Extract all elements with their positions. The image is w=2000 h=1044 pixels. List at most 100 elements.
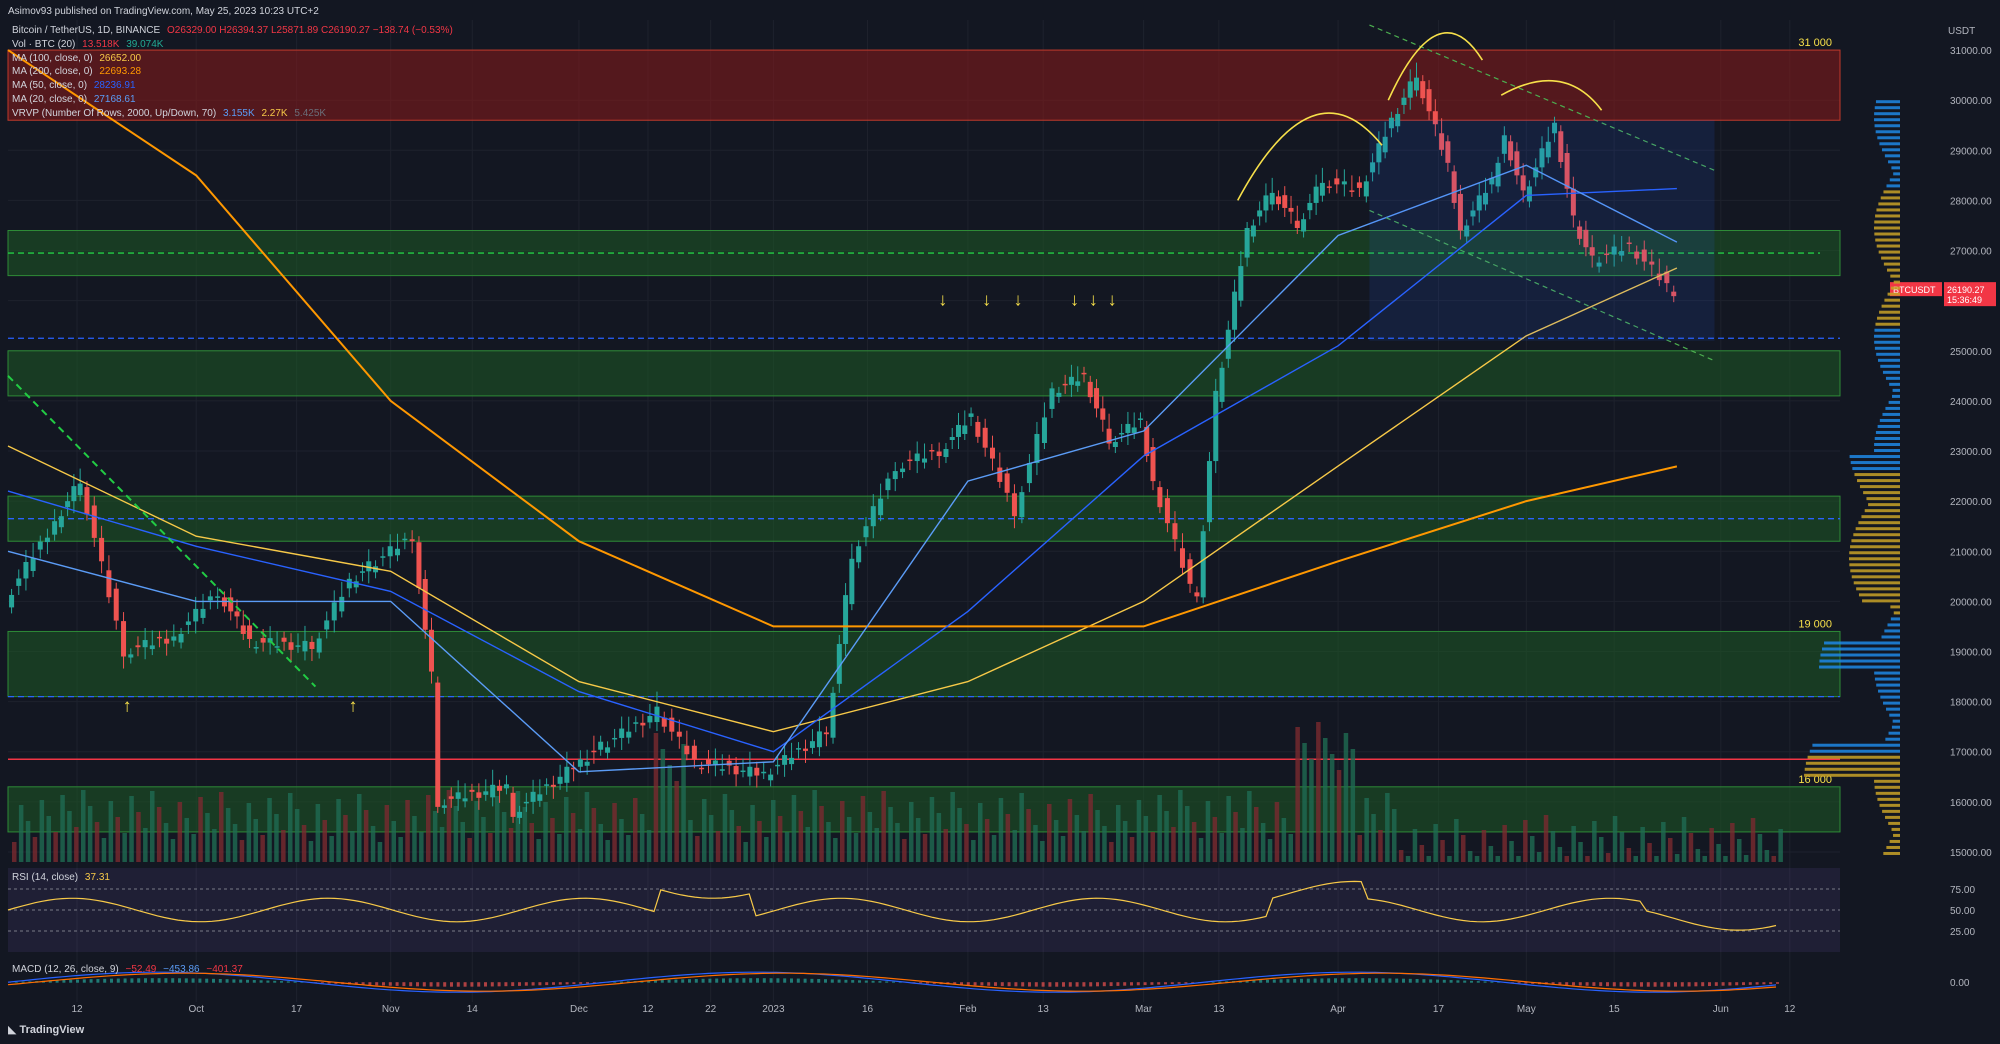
candle-body [316,638,322,653]
macd-hist-bar [14,981,18,983]
legend-title-row[interactable]: Bitcoin / TetherUS, 1D, BINANCE O26329.0… [12,24,453,38]
candle-body [816,731,822,748]
symbol-title[interactable]: Bitcoin / TetherUS, 1D, BINANCE [12,25,161,36]
volume-bar [329,836,334,862]
profile-bar [1891,166,1900,170]
volume-bar [957,808,962,862]
macd-legend[interactable]: MACD (12, 26, close, 9) −52.49 −453.86 −… [12,964,243,975]
macd-hist-bar [1646,982,1650,987]
profile-bar [1879,418,1900,422]
candle-body [462,798,468,802]
candle-body [956,424,962,437]
macd-pane: 0.00 [7,971,1970,993]
countdown-text: 15:36:49 [1947,295,1982,305]
profile-bar [1890,286,1900,290]
tradingview-brand[interactable]: ◣ TradingView [8,1023,84,1036]
candle-body [178,633,184,643]
candle-body [1445,141,1451,163]
macd-hist-bar [681,979,685,983]
candle-body [949,436,955,440]
candle-body [997,467,1003,482]
volume-bar [232,824,238,862]
volume-bar [1316,722,1321,862]
volume-bar [1612,816,1618,862]
volume-bar [1019,793,1024,862]
legend-ma200-row[interactable]: MA (200, close, 0) 22693.28 [12,65,453,79]
volume-bar [536,839,541,862]
legend-ma50-row[interactable]: MA (50, close, 0) 28236.91 [12,79,453,93]
macd-hist-bar [613,981,617,983]
volume-bar [1654,856,1659,862]
macd-hist-bar [518,982,521,986]
candle-body [1250,225,1256,237]
volume-bar [357,794,362,862]
macd-hist-bar [511,982,515,987]
volume-bar [432,811,438,862]
candle-body [135,645,141,648]
profile-bar [1819,659,1900,663]
volume-bar [860,796,866,862]
volume-bar [101,838,107,862]
macd-hist-bar [470,982,474,987]
volume-bar [501,812,507,862]
zone-label: 31 000 [1798,37,1832,49]
volume-bar [446,790,452,862]
macd-hist-bar [858,980,861,983]
volume-bar [384,805,390,862]
macd-hist-bar [89,979,93,983]
legend-ma100-row[interactable]: MA (100, close, 0) 26652.00 [12,52,453,66]
profile-bar [1875,238,1900,242]
macd-hist-bar [1041,982,1045,987]
candle-body [1619,251,1625,256]
volume-bar [550,818,555,862]
volume-bar [570,813,576,862]
zone-box [7,786,1841,833]
arrow-down-icon: ↓ [1070,290,1079,310]
profile-bar [1863,491,1900,495]
macd-hist-bar [402,982,406,987]
legend-ma20-row[interactable]: MA (20, close, 0) 27168.61 [12,93,453,107]
candle-body [557,776,563,784]
candle-body [1004,473,1010,493]
candle-body [1395,113,1401,127]
candle-body [929,450,935,452]
volume-bar [791,795,797,862]
volume-bar [771,800,776,862]
profile-bar [1878,250,1900,254]
legend-vrvp-row[interactable]: VRVP (Number Of Rows, 2000, Up/Down, 70)… [12,107,453,121]
candle-body [1470,210,1476,217]
candle-body [1100,408,1106,420]
signal-line [7,972,1777,992]
profile-bar [1874,449,1900,453]
macd-hist-bar [368,982,372,986]
macd-hist-bar [708,978,712,983]
profile-bar [1885,737,1900,741]
legend-volume-row[interactable]: Vol · BTC (20) 13.518K 39.074K [12,38,453,52]
macd-hist-bar [694,978,698,983]
profile-bar [1874,124,1900,128]
candle-body [274,646,280,648]
candle-body [640,722,646,726]
macd-hist-bar [354,982,358,985]
macd-hist-bar [1028,982,1031,987]
macd-hist-bar [157,978,161,983]
candle-body [1520,175,1526,191]
macd-hist-bar [1422,979,1426,983]
macd-hist-bar [1116,982,1120,986]
candle-body [577,759,583,767]
rsi-legend[interactable]: RSI (14, close) 37.31 [12,872,110,883]
macd-hist-bar [497,982,501,987]
macd-hist-bar [1674,982,1677,987]
macd-hist-bar [1476,981,1480,983]
candle-body [1671,291,1677,297]
downtrend-line [7,375,317,688]
candle-body [30,558,36,572]
head-shoulder-arc [1500,79,1603,111]
profile-bar [1807,755,1900,759]
profile-bar [1878,202,1900,206]
profile-bar [1850,461,1900,465]
volume-bar [18,805,24,862]
candle-body [619,728,625,738]
rsi-band [8,868,1840,952]
